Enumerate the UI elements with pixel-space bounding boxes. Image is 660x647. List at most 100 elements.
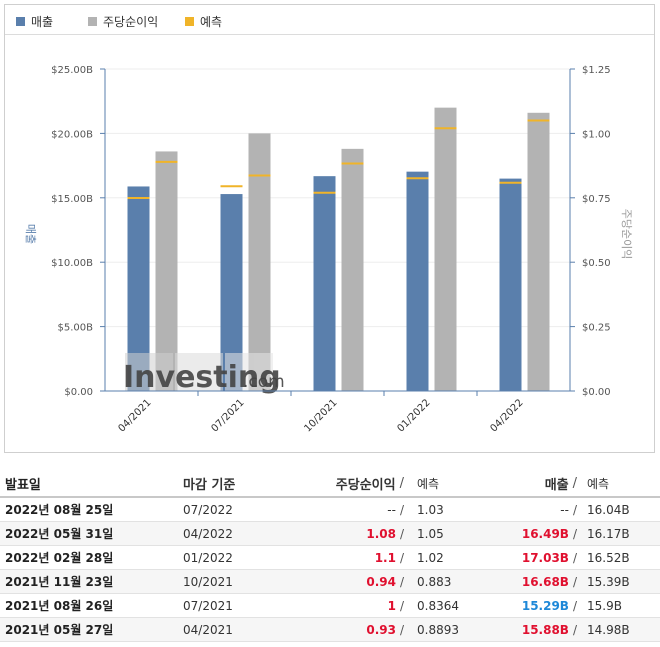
- row-eps: -- /: [387, 498, 404, 521]
- row-date: 2021년 08월 26일: [5, 599, 114, 613]
- left-tick-label: $25.00B: [51, 65, 93, 76]
- row-eps-forecast: 1.03: [417, 502, 444, 517]
- left-tick-label: $20.00B: [51, 129, 93, 140]
- row-revenue-value: 15.29B: [521, 598, 569, 613]
- row-eps: 1.1/: [375, 546, 404, 569]
- row-revenue-value: 16.68B: [521, 574, 569, 589]
- plot-area: [105, 69, 570, 391]
- legend-item-revenue[interactable]: 매출: [16, 13, 53, 30]
- row-date: 2021년 05월 27일: [5, 623, 114, 637]
- header-revenue-label: 매출: [544, 477, 569, 493]
- x-tick-label: 04/2021: [116, 397, 153, 434]
- bar-eps[interactable]: [248, 133, 271, 391]
- header-period[interactable]: 마감 기준: [183, 477, 236, 493]
- right-tick-label: $0.50: [582, 258, 611, 269]
- x-tick-label: 01/2022: [395, 397, 432, 434]
- left-tick-label: $0.00: [64, 387, 93, 398]
- row-revenue-value: 16.49B: [521, 526, 569, 541]
- bar-revenue[interactable]: [406, 171, 429, 391]
- table-row: 2022년 08월 25일 07/2022 --/1.03 --/16.04B: [0, 498, 660, 522]
- row-eps-forecast: 0.8893: [417, 622, 459, 637]
- row-eps-slash: /: [399, 598, 404, 613]
- row-period: 07/2021: [183, 598, 233, 613]
- watermark-block: [125, 353, 173, 391]
- row-eps-slash: /: [399, 502, 404, 517]
- bar-revenue[interactable]: [127, 186, 150, 391]
- right-axis-title: 주당순이익: [620, 209, 633, 260]
- row-revenue: 15.88B /: [522, 618, 577, 641]
- right-tick-label: $0.25: [582, 323, 611, 334]
- row-period: 04/2021: [183, 622, 233, 637]
- row-eps-forecast: 1.05: [417, 526, 444, 541]
- row-period: 04/2022: [183, 526, 233, 541]
- row-revenue-slash: /: [572, 550, 577, 565]
- row-revenue-forecast: 15.39B: [587, 574, 630, 589]
- row-revenue: 17.03B /: [522, 546, 577, 569]
- row-eps-slash: /: [399, 550, 404, 565]
- row-eps: 1.08/: [366, 522, 404, 545]
- row-revenue-value: 17.03B: [521, 550, 569, 565]
- header-revenue[interactable]: 매출 /: [545, 470, 577, 496]
- chart-plot: Investing.com $0.00 $0.00 $5.00B $0.25 $10.0…: [24, 65, 633, 434]
- row-revenue: 15.29B /: [522, 594, 577, 617]
- row-eps-value: 1: [387, 598, 396, 613]
- legend-item-eps[interactable]: 주당순이익: [88, 13, 158, 30]
- right-tick-label: $1.00: [582, 129, 611, 140]
- left-axis-title: 매출: [24, 224, 37, 244]
- row-eps-forecast: 0.8364: [417, 598, 459, 613]
- header-eps-slash: /: [399, 475, 404, 491]
- row-revenue-forecast: 16.52B: [587, 550, 630, 565]
- header-eps-label: 주당순이익: [335, 477, 396, 493]
- row-revenue-slash: /: [572, 502, 577, 517]
- row-revenue: -- /: [560, 498, 577, 521]
- header-revenue-slash: /: [572, 475, 577, 491]
- bar-revenue[interactable]: [499, 178, 522, 391]
- bar-revenue[interactable]: [220, 194, 243, 391]
- bar-eps[interactable]: [434, 107, 457, 391]
- table-row: 2021년 05월 27일 04/2021 0.93/0.8893 15.88B/14…: [0, 618, 660, 642]
- table-row: 2022년 05월 31일 04/2022 1.08/1.05 16.49B/16.1…: [0, 522, 660, 546]
- header-eps-forecast[interactable]: 예측: [417, 476, 440, 491]
- row-eps: 0.94/: [366, 570, 404, 593]
- x-tick-label: 10/2021: [302, 397, 339, 434]
- watermark-block: [225, 353, 273, 391]
- watermark-suffix: .com: [243, 372, 285, 392]
- bar-revenue[interactable]: [313, 176, 336, 391]
- row-revenue-value: 15.88B: [521, 622, 569, 637]
- bar-eps[interactable]: [155, 151, 178, 391]
- row-revenue-forecast: 16.17B: [587, 526, 630, 541]
- legend-swatch-revenue: [16, 17, 25, 26]
- row-period: 10/2021: [183, 574, 233, 589]
- bar-eps[interactable]: [527, 112, 550, 392]
- row-eps-slash: /: [399, 622, 404, 637]
- x-tick-label: 07/2021: [209, 397, 246, 434]
- right-tick-label: $1.25: [582, 65, 611, 76]
- row-eps-forecast: 0.883: [417, 574, 452, 589]
- row-revenue: 16.49B /: [522, 522, 577, 545]
- row-revenue: 16.68B /: [522, 570, 577, 593]
- row-revenue-forecast: 15.9B: [587, 598, 622, 613]
- table-body: 2022년 08월 25일 07/2022 --/1.03 --/16.04B 2022…: [0, 498, 660, 642]
- watermark-text: Investing: [123, 360, 281, 395]
- bar-eps[interactable]: [341, 148, 364, 391]
- row-date: 2022년 05월 31일: [5, 527, 114, 541]
- header-revenue-forecast[interactable]: 예측: [587, 476, 610, 491]
- header-date[interactable]: 발표일: [5, 477, 41, 493]
- row-revenue-slash: /: [572, 622, 577, 637]
- left-tick-label: $10.00B: [51, 258, 93, 269]
- left-tick-label: $15.00B: [51, 194, 93, 205]
- table-row: 2021년 08월 26일 07/2021 1/ 0.8364 15.29B/15.9B: [0, 594, 660, 618]
- watermark: [125, 353, 273, 391]
- row-eps-value: --: [387, 502, 396, 517]
- table-row: 2022년 02월 28일 01/2022 1.1/1.02 17.03B/16.52…: [0, 546, 660, 570]
- legend-item-forecast[interactable]: 예측: [185, 13, 222, 30]
- header-eps[interactable]: 주당순이익 /: [336, 470, 404, 496]
- row-revenue-forecast: 14.98B: [587, 622, 630, 637]
- row-revenue-slash: /: [572, 574, 577, 589]
- row-eps: 0.93/: [366, 618, 404, 641]
- row-eps-value: 0.93: [366, 622, 396, 637]
- row-date: 2021년 11월 23일: [5, 575, 114, 589]
- table-header: 발표일 마감 기준 주당순이익 / 예측 매출 / 예측: [0, 470, 660, 498]
- row-date: 2022년 08월 25일: [5, 503, 114, 517]
- earnings-table: 발표일 마감 기준 주당순이익 / 예측 매출 / 예측 2022년 08월 2…: [0, 470, 660, 642]
